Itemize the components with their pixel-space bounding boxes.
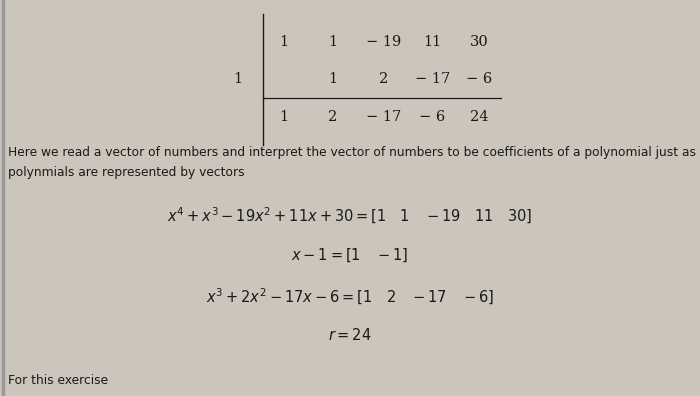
Text: − 6: − 6 [419, 110, 446, 124]
Text: 2: 2 [328, 110, 337, 124]
Text: − 6: − 6 [466, 72, 493, 86]
Text: 11: 11 [424, 34, 442, 49]
Text: $x - 1 = \left[1 \quad -1\right]$: $x - 1 = \left[1 \quad -1\right]$ [291, 247, 409, 264]
Text: 2: 2 [379, 72, 389, 86]
Text: 1: 1 [279, 110, 288, 124]
Text: 1: 1 [233, 72, 243, 86]
Text: 1: 1 [328, 34, 337, 49]
Text: polynmials are represented by vectors: polynmials are represented by vectors [8, 166, 245, 179]
Text: $x^3 + 2x^2 - 17x - 6 = \left[1 \quad 2 \quad -17 \quad -6\right]$: $x^3 + 2x^2 - 17x - 6 = \left[1 \quad 2 … [206, 287, 494, 307]
Text: − 17: − 17 [366, 110, 401, 124]
Text: $x^4 + x^3 - 19x^2 + 11x + 30 = \left[1 \quad 1 \quad -19 \quad 11 \quad 30\righ: $x^4 + x^3 - 19x^2 + 11x + 30 = \left[1 … [167, 206, 533, 226]
Text: 1: 1 [328, 72, 337, 86]
Text: 24: 24 [470, 110, 489, 124]
Text: 1: 1 [279, 34, 288, 49]
Text: − 17: − 17 [415, 72, 450, 86]
Text: − 19: − 19 [366, 34, 401, 49]
Text: For this exercise: For this exercise [8, 374, 108, 386]
Text: Here we read a vector of numbers and interpret the vector of numbers to be coeff: Here we read a vector of numbers and int… [8, 146, 700, 159]
Text: $r = 24$: $r = 24$ [328, 327, 372, 343]
Text: 30: 30 [470, 34, 489, 49]
